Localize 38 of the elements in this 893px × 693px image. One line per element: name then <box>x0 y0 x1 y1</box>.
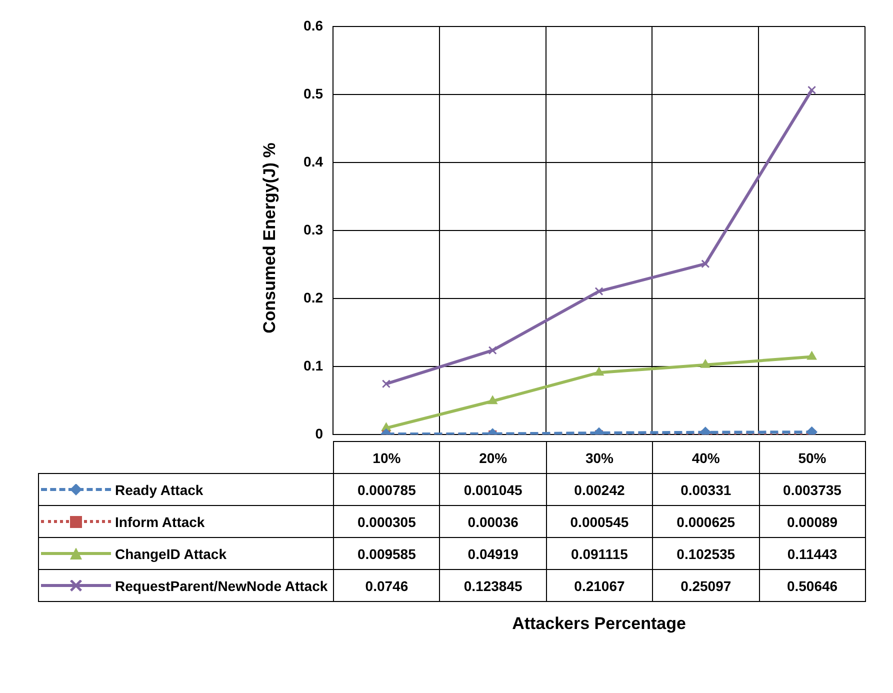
x-tick-label: 10% <box>334 442 440 474</box>
data-label: 0.000625 <box>652 506 760 538</box>
y-tick-label: 0 <box>315 425 324 442</box>
data-label: 0.00036 <box>440 506 546 538</box>
x-tick-label: 40% <box>652 442 760 474</box>
data-label: 0.091115 <box>546 538 653 570</box>
data-label: 0.25097 <box>652 570 760 602</box>
data-label: 0.000545 <box>546 506 653 538</box>
x-tick-label: 50% <box>759 442 866 474</box>
y-tick-label: 0.1 <box>304 357 324 374</box>
data-label: 0.11443 <box>759 538 866 570</box>
x-tick-label: 30% <box>546 442 653 474</box>
data-label: 0.001045 <box>440 474 546 506</box>
data-label: 0.000305 <box>334 506 440 538</box>
y-axis-title: Consumed Energy(J) % <box>260 142 280 334</box>
data-label: 0.00089 <box>759 506 866 538</box>
data-label: 0.003735 <box>759 474 866 506</box>
legend-label: Ready Attack <box>115 482 204 498</box>
data-label: 0.21067 <box>546 570 653 602</box>
y-tick-label: 0.2 <box>304 289 324 306</box>
legend-label: Inform Attack <box>115 514 205 530</box>
data-label: 0.04919 <box>440 538 546 570</box>
data-label: 0.00331 <box>652 474 760 506</box>
data-label: 0.123845 <box>440 570 546 602</box>
data-label: 0.102535 <box>652 538 760 570</box>
y-tick-label: 0.6 <box>304 17 324 34</box>
y-tick-label: 0.5 <box>304 85 324 102</box>
data-label: 0.50646 <box>759 570 866 602</box>
y-tick-label: 0.3 <box>304 221 324 238</box>
y-tick-label: 0.4 <box>304 153 324 170</box>
data-label: 0.009585 <box>334 538 440 570</box>
legend-label: ChangeID Attack <box>115 546 227 562</box>
data-label: 0.000785 <box>334 474 440 506</box>
data-label: 0.00242 <box>546 474 653 506</box>
data-label: 0.0746 <box>334 570 440 602</box>
x-tick-label: 20% <box>440 442 546 474</box>
text: Attackers Percentage <box>511 614 687 634</box>
legend-label: RequestParent/NewNode Attack <box>115 578 328 594</box>
